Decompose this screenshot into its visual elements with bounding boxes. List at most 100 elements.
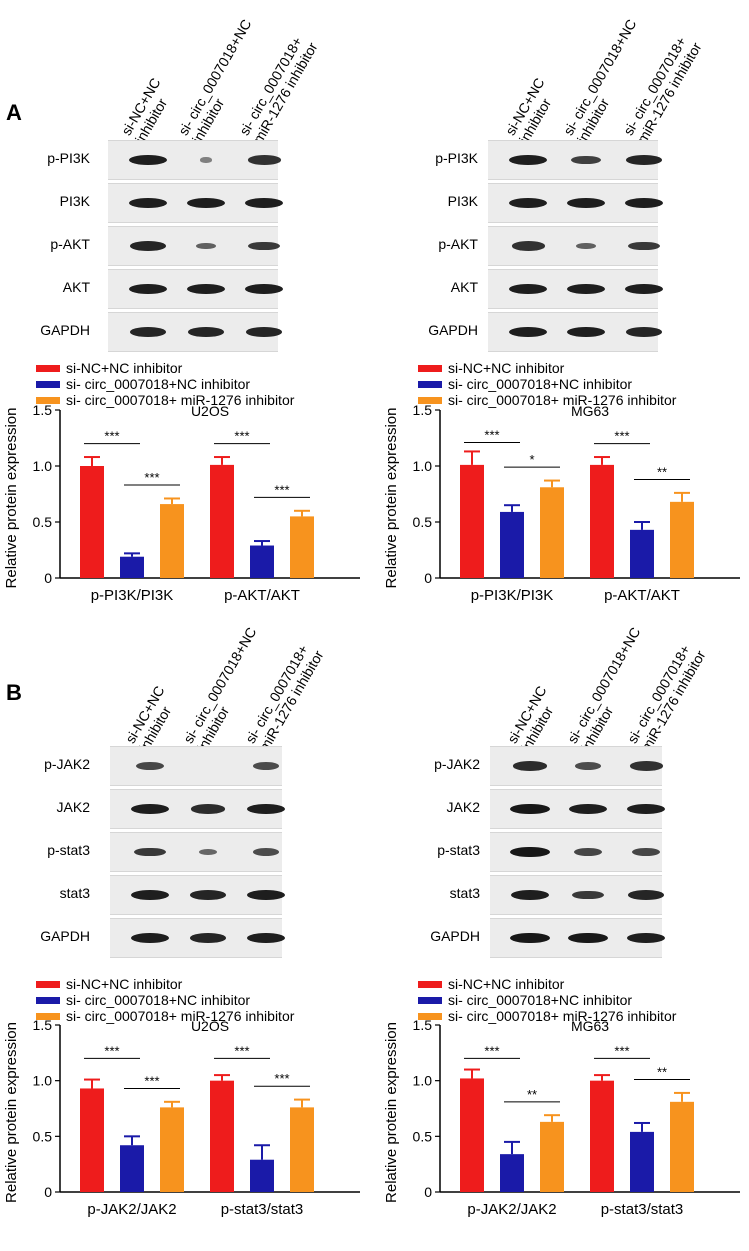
y-tick-label: 1.0 [413,458,433,474]
significance-label: *** [614,1043,629,1058]
band-label: p-JAK2 [44,756,90,772]
y-tick-label: 1.5 [413,402,433,418]
significance-label: *** [144,470,159,485]
blot-strip [490,832,662,872]
x-category-label: p-PI3K/PI3K [471,587,554,604]
legend-label: si- circ_0007018+NC inhibitor [66,992,251,1008]
panel-letter: B [6,680,22,705]
legend-entry: si- circ_0007018+NC inhibitor [418,376,676,392]
x-category-label: p-stat3/stat3 [221,1201,304,1218]
blot-strip [108,226,280,266]
blot-strip [108,269,284,309]
blot-band [629,761,663,771]
blot-band [574,847,602,857]
legend-swatch [36,1012,60,1020]
y-tick-label: 1.0 [413,1073,433,1089]
chart-legend: si-NC+NC inhibitor si- circ_0007018+NC in… [418,976,676,1024]
legend-swatch [36,396,60,404]
bar-chart: 0 0.5 1.0 1.5 Relative protein expression U2O… [3,402,360,604]
blot-band [625,155,663,165]
y-tick-label: 0 [424,1184,432,1200]
lane-label: si-NC+NC inhibitor [118,75,177,146]
legend-swatch [418,996,442,1004]
chart-legend: si-NC+NC inhibitor si- circ_0007018+NC in… [36,976,294,1024]
legend-swatch [418,980,442,988]
legend-swatch [36,996,60,1004]
legend-label: si- circ_0007018+NC inhibitor [448,992,633,1008]
blot-band [253,848,279,856]
lane-label: si-NC+NC inhibitor [502,75,561,146]
band-label: JAK2 [56,799,90,815]
blot-band [200,157,212,163]
bar [250,1159,274,1192]
significance-label: *** [234,1043,249,1058]
legend-swatch [418,380,442,388]
legend-label: si-NC+NC inhibitor [448,976,565,992]
blot-band [509,932,551,944]
legend-swatch [418,396,442,404]
significance-label: ** [527,1087,537,1102]
x-category-label: p-stat3/stat3 [601,1201,684,1218]
significance-label: *** [274,482,289,497]
blot-band [246,932,286,944]
blot-band [575,762,601,770]
band-label: stat3 [449,885,480,901]
legend-entry: si-NC+NC inhibitor [418,360,676,376]
blot-band [128,154,168,166]
significance-label: ** [657,1065,667,1080]
blot-strip [488,226,660,266]
legend-entry: si- circ_0007018+ miR-1276 inhibitor [36,392,294,408]
blot-strip [110,746,282,786]
blot-band [186,197,226,209]
legend-swatch [36,380,60,388]
blot-strip [488,269,664,309]
bar [290,516,314,578]
band-label: GAPDH [428,322,478,338]
band-label: p-PI3K [47,150,90,166]
significance-label: *** [274,1071,289,1086]
blot-band [130,889,170,901]
legend-label: si- circ_0007018+ miR-1276 inhibitor [448,1008,677,1024]
chart-title: MG63 [571,403,609,419]
blot-band [247,155,281,165]
significance-label: *** [104,1043,119,1058]
legend-label: si-NC+NC inhibitor [66,360,183,376]
legend-entry: si- circ_0007018+NC inhibitor [36,992,294,1008]
legend-entry: si-NC+NC inhibitor [36,976,294,992]
blot-band [246,889,286,901]
blot-band [566,197,606,209]
x-category-label: p-JAK2/JAK2 [87,1201,176,1218]
significance-label: * [529,452,534,467]
blot-band [508,283,548,295]
blot-band [508,197,548,209]
blot-band [512,761,548,771]
bar [630,1131,654,1192]
legend-entry: si- circ_0007018+ miR-1276 inhibitor [36,1008,294,1024]
band-label: stat3 [59,885,90,901]
band-label: PI3K [59,193,90,209]
legend-entry: si- circ_0007018+NC inhibitor [36,376,294,392]
bar [120,1145,144,1192]
y-tick-label: 1.0 [33,1073,53,1089]
legend-swatch [418,1012,442,1020]
chart-legend: si-NC+NC inhibitor si- circ_0007018+NC in… [418,360,676,408]
band-label: AKT [450,279,478,295]
band-label: p-PI3K [435,150,478,166]
blot-band [130,932,170,944]
blot-strip [108,183,284,223]
legend-entry: si-NC+NC inhibitor [418,976,676,992]
blot-band [508,326,548,338]
y-tick-label: 1.5 [413,1017,433,1033]
legend-label: si- circ_0007018+NC inhibitor [66,376,251,392]
band-label: p-AKT [438,236,478,252]
bar [160,504,184,578]
blot-band [627,890,665,900]
blot-band [187,327,225,337]
blot-band [198,848,218,856]
blot-band [253,762,279,770]
y-tick-label: 0 [44,1184,52,1200]
band-label: PI3K [447,193,478,209]
bar [500,1154,524,1192]
blot-strip [110,918,286,958]
panel-letter: A [6,100,22,125]
